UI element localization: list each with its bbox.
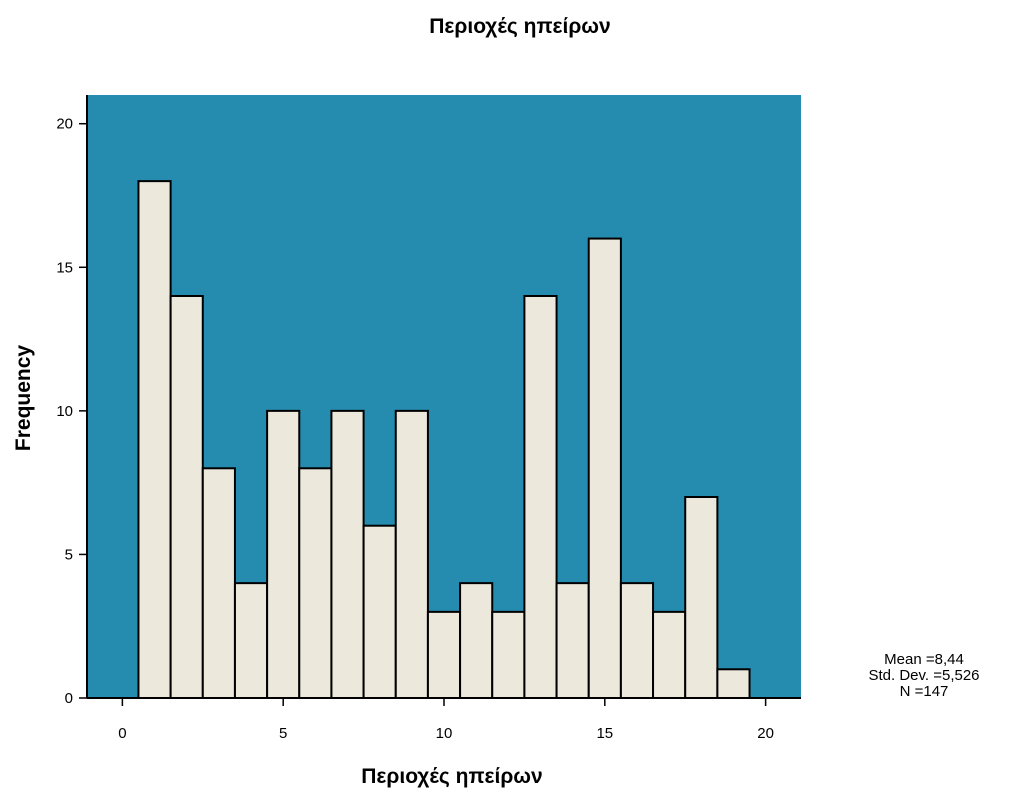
stats-box: Mean =8,44 Std. Dev. =5,526 N =147 bbox=[868, 651, 979, 700]
x-tick-label: 15 bbox=[596, 725, 613, 742]
chart-title: Περιοχές ηπείρων bbox=[429, 15, 610, 38]
histogram-bar bbox=[330, 409, 365, 699]
x-tick-label: 5 bbox=[279, 725, 287, 742]
y-tick-label: 0 bbox=[65, 690, 73, 707]
bars-group bbox=[137, 180, 751, 700]
histogram-bar bbox=[169, 295, 204, 699]
histogram-bar bbox=[491, 610, 526, 699]
x-axis-ticks: 0 5 10 15 20 bbox=[118, 698, 774, 742]
y-tick-label: 10 bbox=[56, 403, 73, 420]
x-tick-label: 20 bbox=[757, 725, 774, 742]
y-tick-label: 15 bbox=[56, 259, 73, 276]
histogram-bar bbox=[298, 467, 333, 700]
histogram-bar bbox=[555, 582, 590, 700]
y-axis-ticks: 0 5 10 15 20 bbox=[56, 116, 87, 707]
histogram-bar bbox=[266, 409, 301, 699]
y-axis-title: Frequency bbox=[12, 345, 35, 452]
histogram-bar bbox=[201, 467, 236, 700]
x-tick-label: 10 bbox=[436, 725, 453, 742]
histogram-bar bbox=[619, 582, 655, 700]
stat-mean: Mean =8,44 bbox=[884, 651, 964, 668]
x-tick-label: 0 bbox=[118, 725, 126, 742]
x-axis-title: Περιοχές ηπείρων bbox=[361, 765, 542, 788]
histogram-bar bbox=[523, 295, 558, 699]
histogram-bar bbox=[362, 524, 397, 700]
y-tick-label: 20 bbox=[56, 116, 73, 133]
histogram-bar bbox=[137, 180, 172, 699]
histogram-bar bbox=[684, 496, 719, 699]
histogram-bar bbox=[394, 409, 429, 699]
stat-n: N =147 bbox=[900, 683, 949, 700]
histogram-bar bbox=[426, 610, 462, 699]
histogram-bar bbox=[716, 668, 751, 699]
histogram-bar bbox=[652, 610, 687, 699]
histogram-bar bbox=[459, 582, 494, 700]
y-tick-label: 5 bbox=[65, 546, 73, 563]
stat-std-dev: Std. Dev. =5,526 bbox=[868, 667, 979, 684]
histogram-bar bbox=[587, 237, 622, 699]
histogram-bar bbox=[233, 582, 269, 700]
